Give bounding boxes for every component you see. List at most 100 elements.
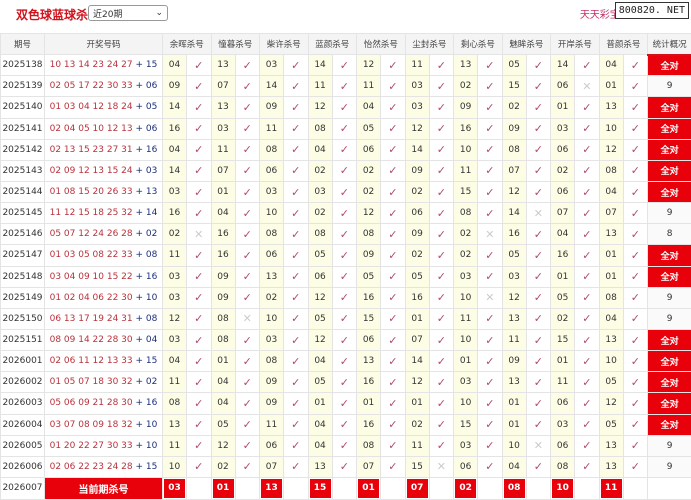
draw-numbers-cell: 02 13 15 23 27 31 + 16 xyxy=(44,138,163,161)
kill-value-cell: 05 xyxy=(307,244,333,267)
kill-value-cell: 04 xyxy=(356,96,382,119)
table-row: 2025138 10 13 14 23 24 27 + 15 04 ✓ 13 ✓ 03 ✓ 14… xyxy=(0,54,691,77)
blue-ball: + 16 xyxy=(135,398,158,409)
check-icon: ✓ xyxy=(331,413,358,436)
kill-value-cell: 02 xyxy=(550,159,576,182)
draw-numbers-cell: 03 07 08 09 18 32 + 10 xyxy=(44,413,163,436)
check-icon: ✓ xyxy=(234,180,261,204)
check-icon: ✓ xyxy=(477,180,503,204)
table-row: 2025147 01 03 05 08 22 33 + 08 11 ✓ 16 ✓ 06 ✓ 05… xyxy=(0,244,691,267)
kill-value-cell: 05 xyxy=(598,371,624,394)
check-icon: ✓ xyxy=(428,138,455,161)
red-balls: 11 12 15 18 25 32 xyxy=(49,208,133,219)
check-icon: ✓ xyxy=(331,180,358,204)
current-kill-cell: 02 xyxy=(453,476,479,500)
kill-value-cell: 07 xyxy=(550,202,576,225)
kill-value-cell: 08 xyxy=(356,434,382,457)
kill-value-cell: 11 xyxy=(162,371,187,394)
column-header: 余晖杀号 xyxy=(162,32,212,56)
page-title: 双色球蓝球杀号 xyxy=(16,8,101,22)
current-kill-value: 10 xyxy=(552,478,574,498)
kill-value-cell: 08 xyxy=(259,138,285,161)
stat-cell: 全对 xyxy=(647,117,691,140)
current-kill-cell: 01 xyxy=(210,476,236,500)
kill-value-cell: 06 xyxy=(404,202,430,225)
check-icon: ✓ xyxy=(525,159,552,182)
kill-value-cell: 09 xyxy=(404,159,430,182)
kill-value-cell: 11 xyxy=(404,54,430,77)
current-kill-value: 11 xyxy=(600,478,622,498)
kill-value-cell: 09 xyxy=(356,244,382,267)
check-icon: ✓ xyxy=(574,307,600,330)
check-icon: ✓ xyxy=(331,159,358,182)
kill-value-cell: 05 xyxy=(550,286,576,309)
blue-ball: + 08 xyxy=(135,313,158,324)
check-icon: ✓ xyxy=(380,54,406,77)
kill-value-cell: 05 xyxy=(307,371,333,394)
kill-value-cell: 05 xyxy=(501,54,527,77)
kill-value-cell: 04 xyxy=(210,392,236,415)
period-cell: 2026003 xyxy=(0,392,45,415)
draw-numbers-cell: 10 13 14 23 24 27 + 15 xyxy=(44,54,163,77)
check-icon: ✓ xyxy=(525,117,552,140)
kill-value-cell: 16 xyxy=(453,117,479,140)
draw-numbers-cell: 06 13 17 19 24 31 + 08 xyxy=(44,307,163,330)
kill-value-cell: 04 xyxy=(162,138,187,161)
check-icon: ✓ xyxy=(331,434,358,457)
range-select-value: 近20期 xyxy=(93,9,123,20)
current-kill-cell: 10 xyxy=(550,476,576,500)
range-select[interactable]: 近20期 ⌄ xyxy=(88,5,168,21)
kill-value-cell: 01 xyxy=(501,413,527,436)
kill-value-cell: 06 xyxy=(550,392,576,415)
kill-value-cell: 14 xyxy=(404,350,430,373)
kill-value-cell: 14 xyxy=(501,202,527,225)
period-cell: 2026001 xyxy=(0,350,45,373)
kill-value-cell: 01 xyxy=(453,350,479,373)
chevron-down-icon: ⌄ xyxy=(155,8,163,18)
check-icon: ✓ xyxy=(477,350,503,373)
kill-value-cell: 02 xyxy=(453,223,479,246)
check-icon: ✓ xyxy=(283,350,309,373)
check-icon: ✓ xyxy=(622,392,649,415)
check-icon: ✓ xyxy=(622,328,649,352)
kill-value-cell: 14 xyxy=(162,159,187,182)
check-icon: ✓ xyxy=(186,159,212,182)
red-balls: 02 06 22 23 24 28 xyxy=(49,461,133,472)
cross-icon: ✕ xyxy=(574,75,600,98)
check-icon: ✓ xyxy=(186,180,212,204)
kill-value-cell: 05 xyxy=(501,244,527,267)
check-icon: ✓ xyxy=(283,434,309,457)
stat-cell: 8 xyxy=(647,223,691,246)
red-balls: 01 03 04 12 18 24 xyxy=(49,102,133,113)
check-icon: ✓ xyxy=(525,371,552,394)
period-cell: 2025145 xyxy=(0,202,45,225)
kill-value-cell: 02 xyxy=(501,96,527,119)
kill-value-cell: 13 xyxy=(598,328,624,352)
kill-value-cell: 01 xyxy=(210,180,236,204)
kill-value-cell: 12 xyxy=(307,96,333,119)
check-icon: ✓ xyxy=(283,392,309,415)
red-balls: 02 04 05 10 12 13 xyxy=(49,123,133,134)
kill-value-cell: 16 xyxy=(356,413,382,436)
check-icon: ✓ xyxy=(574,138,600,161)
kill-value-cell: 12 xyxy=(307,328,333,352)
kill-value-cell: 04 xyxy=(598,307,624,330)
check-icon: ✓ xyxy=(477,455,503,478)
column-header: 开奖号码 xyxy=(44,32,163,56)
check-icon: ✓ xyxy=(574,223,600,246)
kill-value-cell: 13 xyxy=(210,96,236,119)
check-icon: ✓ xyxy=(428,434,455,457)
blue-ball: + 10 xyxy=(135,419,158,430)
check-icon: ✓ xyxy=(574,413,600,436)
current-kill-value: 15 xyxy=(309,478,331,498)
kill-value-cell: 08 xyxy=(162,392,187,415)
check-icon: ✓ xyxy=(622,54,649,77)
kill-value-cell: 16 xyxy=(356,371,382,394)
red-balls: 02 13 15 23 27 31 xyxy=(49,144,133,155)
kill-value-cell: 09 xyxy=(210,286,236,309)
kill-value-cell: 01 xyxy=(550,265,576,288)
kill-value-cell: 16 xyxy=(162,202,187,225)
kill-value-cell: 01 xyxy=(550,96,576,119)
cross-icon: ✕ xyxy=(525,434,552,457)
kill-value-cell: 03 xyxy=(550,413,576,436)
